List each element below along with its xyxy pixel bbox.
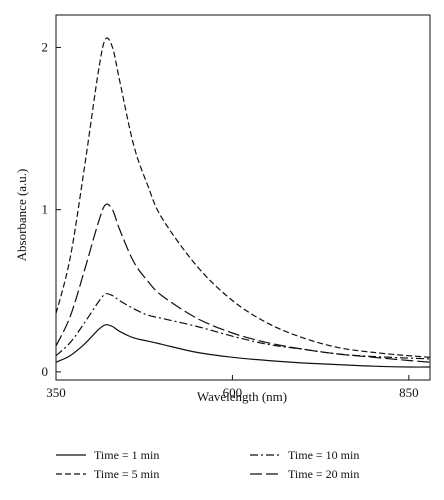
legend-label: Time = 5 min	[94, 467, 159, 481]
x-tick-label: 350	[46, 385, 66, 400]
axis-ticks	[55, 46, 410, 380]
y-tick-label: 2	[42, 39, 49, 54]
legend-label: Time = 10 min	[288, 448, 359, 462]
y-axis-label: Absorbance (a.u.)	[14, 169, 29, 262]
series-line-4	[55, 203, 431, 363]
tick-labels: 350 600 850 0 1 2	[42, 39, 419, 400]
x-tick-label: 850	[399, 385, 419, 400]
series-line-1	[55, 324, 431, 368]
x-axis-label: Wavelength (nm)	[197, 389, 287, 404]
legend-label: Time = 1 min	[94, 448, 159, 462]
series-group	[55, 37, 431, 368]
y-tick-label: 0	[42, 364, 49, 379]
legend-label: Time = 20 min	[288, 467, 359, 481]
x-tick-label: 600	[223, 385, 243, 400]
y-tick-label: 1	[42, 202, 49, 217]
legend: Time = 1 min Time = 5 min Time = 10 min Tim…	[56, 448, 359, 481]
plot-frame	[55, 14, 431, 381]
series-line-2	[55, 37, 431, 358]
